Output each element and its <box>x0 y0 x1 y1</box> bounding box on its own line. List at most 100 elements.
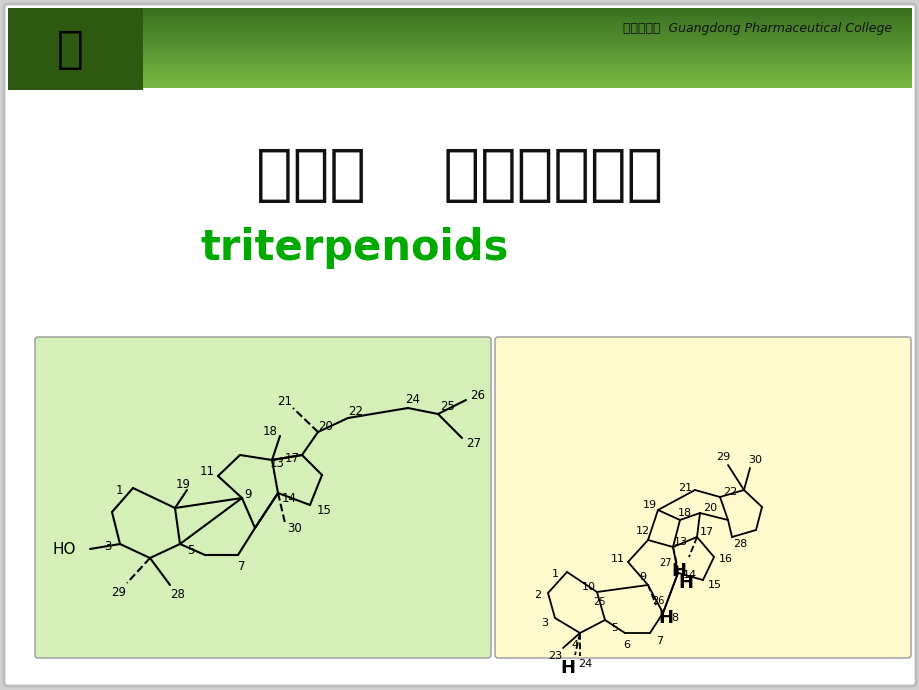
Bar <box>8 35 911 36</box>
Text: 14: 14 <box>682 570 697 580</box>
Bar <box>8 45 911 46</box>
Text: 9: 9 <box>639 572 646 582</box>
Text: 3: 3 <box>104 540 111 553</box>
Text: 17: 17 <box>284 451 300 464</box>
Bar <box>8 84 911 85</box>
Bar <box>8 64 911 65</box>
Bar <box>8 67 911 68</box>
Bar <box>8 14 911 15</box>
Bar <box>8 66 911 67</box>
Bar <box>8 65 911 66</box>
Bar <box>8 31 911 32</box>
Text: 8: 8 <box>671 613 678 623</box>
Bar <box>8 42 911 43</box>
Bar <box>8 46 911 47</box>
Bar <box>8 62 911 63</box>
Text: 11: 11 <box>199 464 214 477</box>
Bar <box>8 60 911 61</box>
Text: 24: 24 <box>577 659 592 669</box>
Text: 13: 13 <box>674 537 687 547</box>
Text: 1: 1 <box>550 569 558 579</box>
Bar <box>8 39 911 40</box>
Text: 23: 23 <box>548 651 562 661</box>
Text: 28: 28 <box>732 539 746 549</box>
Bar <box>8 78 911 79</box>
Bar <box>8 37 911 38</box>
Bar <box>8 23 911 24</box>
Bar <box>8 86 911 87</box>
Text: 3: 3 <box>541 618 548 628</box>
Text: H: H <box>678 574 693 592</box>
Text: 18: 18 <box>677 508 691 518</box>
Bar <box>8 85 911 86</box>
Text: 27: 27 <box>659 558 672 568</box>
Bar <box>8 28 911 29</box>
Bar <box>8 58 911 59</box>
Bar <box>8 53 911 54</box>
Bar <box>8 36 911 37</box>
Bar <box>8 25 911 26</box>
Bar <box>8 75 911 76</box>
Text: 13: 13 <box>269 457 284 469</box>
FancyBboxPatch shape <box>4 4 915 686</box>
Text: 22: 22 <box>348 404 363 417</box>
Bar <box>8 20 911 21</box>
Text: 9: 9 <box>244 488 252 500</box>
Bar <box>8 21 911 22</box>
Bar <box>8 61 911 62</box>
Bar <box>8 74 911 75</box>
Bar <box>8 56 911 57</box>
Bar <box>8 69 911 70</box>
Text: 1: 1 <box>115 484 122 497</box>
Text: 19: 19 <box>642 500 656 510</box>
Text: 15: 15 <box>316 504 331 517</box>
Bar <box>8 17 911 18</box>
Text: 11: 11 <box>610 554 624 564</box>
Bar <box>8 90 911 682</box>
Text: 30: 30 <box>747 455 761 465</box>
Text: 6: 6 <box>623 640 630 650</box>
Text: 21: 21 <box>677 483 691 493</box>
Text: 15: 15 <box>708 580 721 590</box>
Bar <box>8 71 911 72</box>
Text: 29: 29 <box>715 452 730 462</box>
Text: 27: 27 <box>466 437 481 449</box>
Bar <box>8 73 911 74</box>
FancyBboxPatch shape <box>494 337 910 658</box>
FancyBboxPatch shape <box>35 337 491 658</box>
Bar <box>8 63 911 64</box>
Bar <box>8 76 911 77</box>
Bar <box>8 13 911 14</box>
Bar <box>8 77 911 78</box>
Text: 28: 28 <box>170 589 186 602</box>
Bar <box>8 82 911 83</box>
Text: 25: 25 <box>593 597 606 607</box>
Text: 2: 2 <box>534 590 541 600</box>
Text: 5: 5 <box>611 623 618 633</box>
Bar <box>8 11 911 12</box>
Text: 🌿: 🌿 <box>57 28 84 70</box>
Bar <box>8 80 911 81</box>
Text: 19: 19 <box>176 477 190 491</box>
Bar <box>8 16 911 17</box>
Text: 12: 12 <box>635 526 650 536</box>
Bar <box>8 83 911 84</box>
Text: H: H <box>671 562 686 580</box>
Text: 21: 21 <box>278 395 292 408</box>
Bar <box>8 12 911 13</box>
Text: 广东药学院  Guangdong Pharmaceutical College: 广东药学院 Guangdong Pharmaceutical College <box>622 22 891 35</box>
Bar <box>8 57 911 58</box>
Bar <box>8 87 911 88</box>
Bar <box>8 24 911 25</box>
Text: 30: 30 <box>288 522 302 535</box>
Bar <box>8 52 911 53</box>
Text: 25: 25 <box>440 400 455 413</box>
Bar <box>8 10 911 11</box>
Text: 17: 17 <box>699 527 713 537</box>
Bar <box>8 47 911 48</box>
Bar <box>8 29 911 30</box>
Text: 16: 16 <box>719 554 732 564</box>
Bar <box>8 15 911 16</box>
Text: 7: 7 <box>238 560 245 573</box>
Text: HO: HO <box>52 542 76 557</box>
